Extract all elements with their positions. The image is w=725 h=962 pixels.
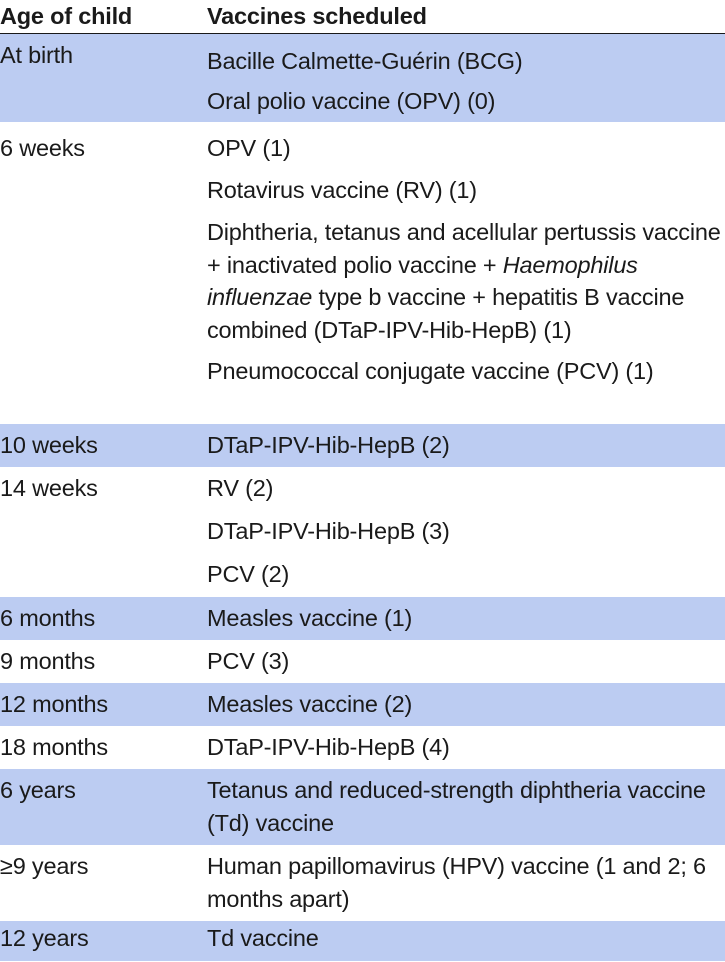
vaccine-cell: Pneumococcal conjugate vaccine (PCV) (1) — [207, 358, 654, 384]
age-cell: 12 months — [0, 691, 108, 717]
age-cell: 6 weeks — [0, 135, 85, 161]
vaccine-cell: Human papillomavirus (HPV) vaccine (1 an… — [207, 853, 706, 912]
age-cell: 14 weeks — [0, 475, 98, 501]
age-cell: ≥9 years — [0, 853, 89, 879]
vaccine-cell: OPV (1) — [207, 135, 291, 161]
table-row: ≥9 years Human papillomavirus (HPV) vacc… — [0, 845, 725, 921]
vaccine-cell: Measles vaccine (1) — [207, 605, 413, 631]
age-cell: 12 years — [0, 925, 89, 951]
table-row: 12 years Td vaccine — [0, 921, 725, 961]
vaccine-cell: DTaP-IPV-Hib-HepB (2) — [207, 432, 450, 458]
table-row: 18 months DTaP-IPV-Hib-HepB (4) — [0, 726, 725, 769]
vaccine-cell: DTaP-IPV-Hib-HepB (3) — [207, 518, 450, 544]
vaccine-cell: Diphtheria, tetanus and acellular pertus… — [207, 206, 725, 346]
header-vaccines: Vaccines scheduled — [207, 3, 427, 29]
table-row: At birth Bacille Calmette-Guérin (BCG) O… — [0, 34, 725, 122]
age-cell: 10 weeks — [0, 432, 98, 458]
table-row: 6 months Measles vaccine (1) — [0, 597, 725, 640]
vaccine-cell: RV (2) — [207, 475, 274, 501]
table-row: 6 weeks OPV (1) Rotavirus vaccine (RV) (… — [0, 122, 725, 424]
header-age: Age of child — [0, 3, 133, 29]
table-row: 6 years Tetanus and reduced-strength dip… — [0, 769, 725, 845]
table-header: Age of child Vaccines scheduled — [0, 0, 725, 34]
table-row: 9 months PCV (3) — [0, 640, 725, 683]
table-row: 14 weeks RV (2) DTaP-IPV-Hib-HepB (3) PC… — [0, 467, 725, 597]
vaccine-cell: PCV (2) — [207, 561, 290, 587]
age-cell: 9 months — [0, 648, 96, 674]
table-row: 12 months Measles vaccine (2) — [0, 683, 725, 726]
age-cell: 6 years — [0, 777, 76, 803]
age-cell: At birth — [0, 42, 73, 68]
age-cell: 18 months — [0, 734, 108, 760]
age-cell: 6 months — [0, 605, 96, 631]
table-row: 10 weeks DTaP-IPV-Hib-HepB (2) — [0, 424, 725, 467]
vaccine-italic-text: Haemophilus influenzae — [207, 251, 638, 311]
vaccine-cell: Bacille Calmette-Guérin (BCG) — [207, 48, 523, 74]
vaccine-cell: Tetanus and reduced-strength diphtheria … — [207, 777, 706, 836]
vaccine-cell: DTaP-IPV-Hib-HepB (4) — [207, 734, 450, 760]
vaccine-text: type b vaccine + hepatitis B vaccine com… — [207, 284, 685, 343]
vaccine-cell: PCV (3) — [207, 648, 290, 674]
vaccine-cell: Measles vaccine (2) — [207, 691, 413, 717]
vaccine-cell: Oral polio vaccine (OPV) (0) — [207, 88, 496, 114]
vaccine-cell: Rotavirus vaccine (RV) (1) — [207, 177, 477, 203]
vaccine-cell: Td vaccine — [207, 925, 319, 951]
vaccine-text: Diphtheria, tetanus and acellular pertus… — [207, 219, 721, 278]
